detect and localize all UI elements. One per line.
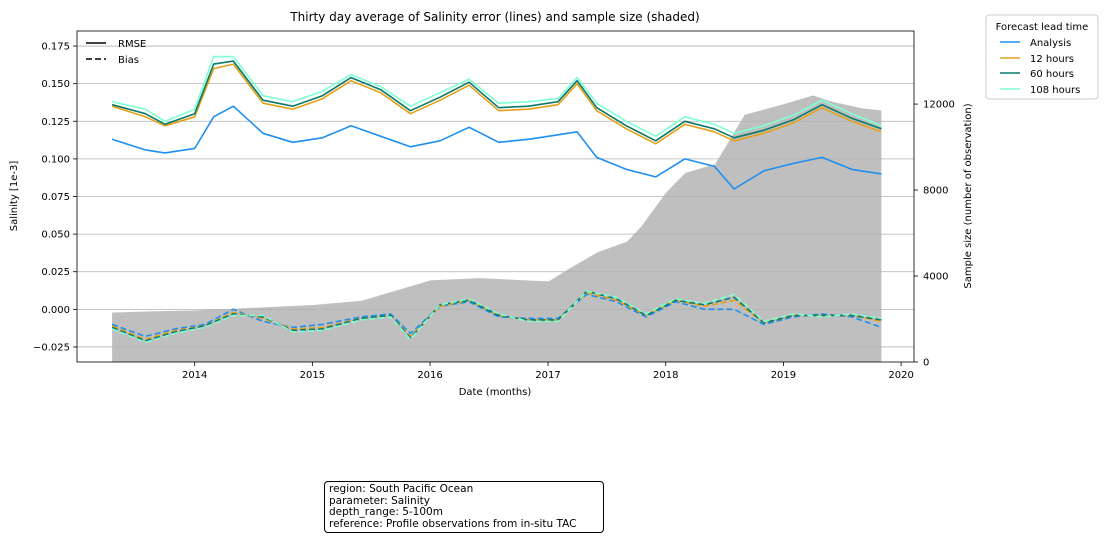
y-tick-label: 0.125 xyxy=(41,117,70,128)
y-tick-label: 0.150 xyxy=(41,79,70,90)
chart-title: Thirty day average of Salinity error (li… xyxy=(289,10,699,24)
legend-12h-label: 12 hours xyxy=(1030,54,1074,65)
y2-tick-label: 4000 xyxy=(923,272,948,283)
x-tick-label: 2014 xyxy=(182,370,207,381)
series-line-rmse-1 xyxy=(111,63,882,145)
info-box: region: South Pacific Ocean parameter: S… xyxy=(324,481,604,533)
x-axis-label: Date (months) xyxy=(459,387,532,398)
y2-tick-label: 12000 xyxy=(923,100,955,111)
y2-tick-label: 0 xyxy=(923,358,929,369)
legend-60h-label: 60 hours xyxy=(1030,69,1074,80)
series-lines xyxy=(111,55,882,344)
sample-size-area xyxy=(112,95,882,362)
y-tick-label: 0.175 xyxy=(41,42,70,53)
series-line-rmse-2 xyxy=(111,60,882,142)
y-tick-label: −0.025 xyxy=(33,342,70,353)
legend-rmse-label: RMSE xyxy=(118,39,146,50)
sample-size-bars xyxy=(112,95,882,362)
y-tick-label: 0.050 xyxy=(41,230,70,241)
y-tick-label: 0.075 xyxy=(41,192,70,203)
series-line-bias-7 xyxy=(111,290,882,344)
info-parameter: parameter: Salinity xyxy=(329,494,430,507)
x-tick-label: 2019 xyxy=(771,370,796,381)
series-line-rmse-3 xyxy=(111,55,882,138)
y2-tick-label: 8000 xyxy=(923,186,948,197)
legend-108h-label: 108 hours xyxy=(1030,85,1080,96)
x-tick-label: 2020 xyxy=(888,370,913,381)
y-axis: 0.175 0.150 0.125 0.100 0.075 0.050 0.025 0.000… xyxy=(33,42,77,353)
series-legend-title: Forecast lead time xyxy=(996,22,1089,33)
y-tick-label: 0.025 xyxy=(41,267,70,278)
legend-analysis-label: Analysis xyxy=(1030,38,1071,49)
series-legend: Forecast lead time Analysis 12 hours 60 … xyxy=(985,14,1099,100)
y-tick-label: 0.000 xyxy=(41,305,70,316)
y-tick-label: 0.100 xyxy=(41,154,70,165)
x-axis: 2014 2015 2016 2017 2018 2019 2020 xyxy=(182,362,914,381)
series-line-bias-4 xyxy=(111,293,882,338)
series-line-rmse-0 xyxy=(111,105,882,190)
x-tick-label: 2018 xyxy=(653,370,678,381)
y2-axis: 0 4000 8000 12000 xyxy=(914,100,955,369)
x-tick-label: 2015 xyxy=(300,370,325,381)
style-legend: RMSE Bias xyxy=(86,39,146,66)
y2-axis-label: Sample size (number of observation) xyxy=(963,103,974,288)
x-tick-label: 2017 xyxy=(535,370,560,381)
series-legend-frame xyxy=(985,14,1099,100)
y-axis-label: Salinity [1e-3] xyxy=(9,161,20,232)
gridlines xyxy=(77,45,914,348)
x-tick-label: 2016 xyxy=(417,370,442,381)
info-region: region: South Pacific Ocean xyxy=(329,483,474,495)
legend-bias-label: Bias xyxy=(118,55,139,66)
info-depth-range: depth_range: 5-100m xyxy=(329,506,443,518)
info-reference: reference: Profile observations from in-… xyxy=(329,517,577,530)
